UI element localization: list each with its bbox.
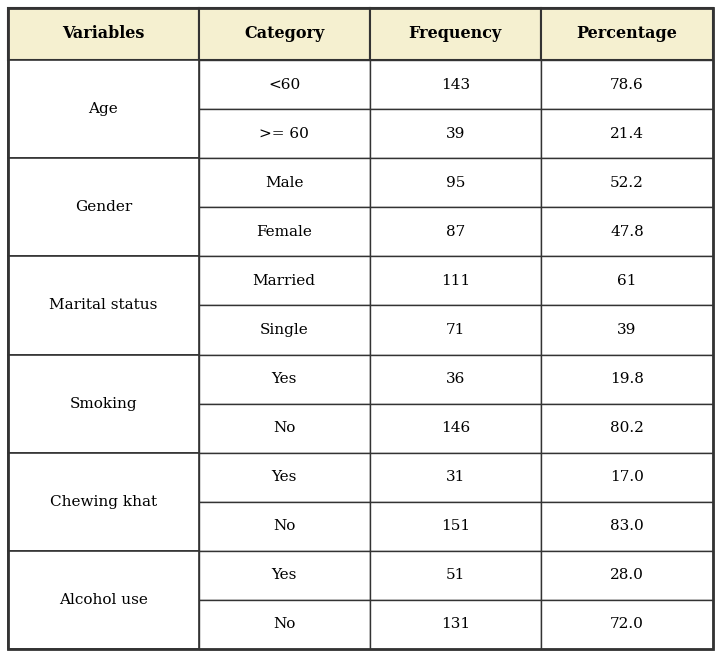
Text: Smoking: Smoking	[69, 397, 137, 411]
Text: No: No	[273, 618, 296, 631]
Text: 21.4: 21.4	[610, 127, 644, 141]
Bar	[370, 453, 541, 502]
Bar	[541, 60, 713, 109]
Text: 17.0: 17.0	[610, 470, 644, 484]
Bar	[199, 502, 370, 551]
Text: No: No	[273, 421, 296, 435]
Bar	[8, 355, 199, 453]
Bar	[199, 551, 370, 600]
Text: 47.8: 47.8	[610, 225, 644, 238]
Text: >= 60: >= 60	[260, 127, 309, 141]
Bar	[199, 109, 370, 158]
Bar	[199, 60, 370, 109]
Text: Frequency: Frequency	[409, 26, 502, 43]
Bar	[370, 8, 541, 60]
Text: Yes: Yes	[272, 470, 297, 484]
Text: Percentage: Percentage	[577, 26, 678, 43]
Text: Alcohol use: Alcohol use	[59, 593, 148, 607]
Text: Yes: Yes	[272, 372, 297, 386]
Text: 83.0: 83.0	[610, 519, 644, 533]
Bar	[8, 60, 199, 158]
Bar	[199, 355, 370, 403]
Bar	[541, 453, 713, 502]
Text: 72.0: 72.0	[610, 618, 644, 631]
Bar	[8, 551, 199, 649]
Text: 87: 87	[446, 225, 465, 238]
Bar	[541, 256, 713, 306]
Bar	[370, 158, 541, 207]
Text: 131: 131	[441, 618, 470, 631]
Bar	[199, 306, 370, 355]
Bar	[370, 109, 541, 158]
Bar	[8, 158, 199, 256]
Bar	[541, 306, 713, 355]
Text: 52.2: 52.2	[610, 175, 644, 190]
Text: Marital status: Marital status	[49, 298, 157, 313]
Bar	[370, 551, 541, 600]
Bar	[541, 355, 713, 403]
Bar	[541, 8, 713, 60]
Text: 31: 31	[446, 470, 465, 484]
Bar	[199, 453, 370, 502]
Text: 61: 61	[617, 274, 637, 288]
Bar	[370, 60, 541, 109]
Bar	[199, 256, 370, 306]
Bar	[370, 256, 541, 306]
Bar	[370, 502, 541, 551]
Bar	[199, 600, 370, 649]
Text: 39: 39	[446, 127, 465, 141]
Text: Variables: Variables	[62, 26, 144, 43]
Text: Age: Age	[89, 102, 118, 116]
Bar	[370, 306, 541, 355]
Bar	[541, 600, 713, 649]
Bar	[541, 403, 713, 453]
Text: Single: Single	[260, 323, 309, 337]
Bar	[8, 256, 199, 355]
Text: 19.8: 19.8	[610, 372, 644, 386]
Text: 71: 71	[446, 323, 465, 337]
Text: 78.6: 78.6	[610, 78, 644, 91]
Bar	[199, 207, 370, 256]
Bar	[370, 207, 541, 256]
Text: No: No	[273, 519, 296, 533]
Bar	[199, 403, 370, 453]
Bar	[370, 355, 541, 403]
Text: Married: Married	[253, 274, 316, 288]
Bar	[541, 502, 713, 551]
Text: 151: 151	[441, 519, 470, 533]
Text: 80.2: 80.2	[610, 421, 644, 435]
Text: 51: 51	[446, 568, 465, 582]
Text: Chewing khat: Chewing khat	[50, 495, 157, 509]
Bar	[8, 453, 199, 551]
Text: 143: 143	[441, 78, 470, 91]
Bar	[199, 8, 370, 60]
Text: 95: 95	[446, 175, 465, 190]
Bar	[370, 403, 541, 453]
Text: 39: 39	[617, 323, 637, 337]
Text: 111: 111	[441, 274, 470, 288]
Text: Gender: Gender	[75, 200, 132, 214]
Text: <60: <60	[268, 78, 301, 91]
Text: 146: 146	[441, 421, 470, 435]
Text: Category: Category	[244, 26, 324, 43]
Bar	[541, 158, 713, 207]
Bar	[541, 551, 713, 600]
Bar	[541, 207, 713, 256]
Text: Yes: Yes	[272, 568, 297, 582]
Text: 36: 36	[446, 372, 465, 386]
Bar	[541, 109, 713, 158]
Bar	[370, 600, 541, 649]
Text: 28.0: 28.0	[610, 568, 644, 582]
Bar	[8, 8, 199, 60]
Text: Male: Male	[265, 175, 304, 190]
Text: Female: Female	[256, 225, 312, 238]
Bar	[199, 158, 370, 207]
